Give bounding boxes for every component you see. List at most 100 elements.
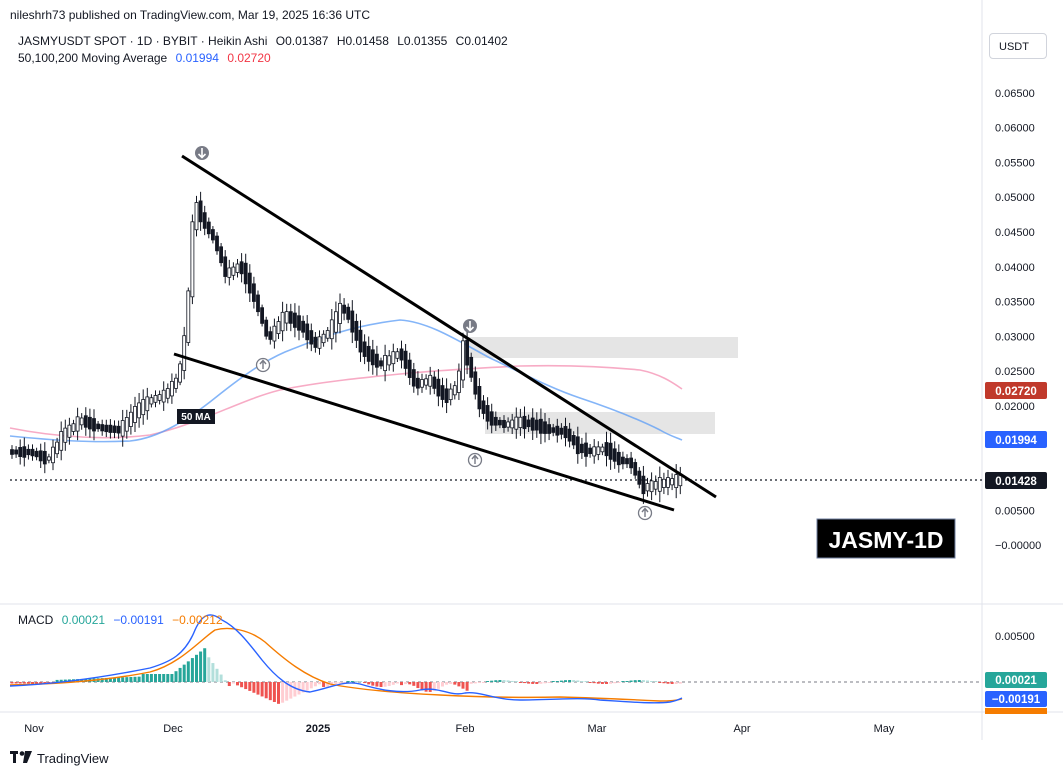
candle-body <box>333 311 338 333</box>
macd-histogram-bar <box>363 682 367 684</box>
footer-branding[interactable]: TradingView <box>10 751 109 766</box>
macd-histogram-bar <box>547 682 551 683</box>
price-axis-tick: 0.03500 <box>995 297 1035 309</box>
candle-body <box>145 396 150 412</box>
macd-histogram-bar <box>461 682 465 689</box>
macd-histogram-bar <box>646 680 649 682</box>
candle-body <box>59 431 64 451</box>
candle-body <box>403 350 408 369</box>
macd-histogram-bar <box>289 682 293 699</box>
macd-histogram-bar <box>182 664 186 682</box>
macd-histogram-bar <box>465 682 469 691</box>
candle-body <box>10 449 14 455</box>
ma200-price-box <box>985 382 1047 399</box>
macd-histogram-bar <box>125 677 129 682</box>
macd-title[interactable]: MACD <box>18 613 54 627</box>
candle-body <box>317 336 322 349</box>
candle-body <box>436 378 441 397</box>
candle-body <box>215 235 219 252</box>
symbol-ohlc-legend: JASMYUSDT SPOT · 1D · BYBIT · Heikin Ash… <box>18 34 508 48</box>
macd-hist-label: 0.00021 <box>995 675 1037 687</box>
macd-histogram-bar <box>477 682 481 683</box>
macd-histogram-bar <box>240 682 244 688</box>
candle-body <box>243 262 248 285</box>
candle-body <box>580 443 584 454</box>
candle-body <box>481 400 486 414</box>
candle-body <box>325 330 330 339</box>
candle-body <box>210 229 215 241</box>
candle-body <box>633 462 638 476</box>
currency-button[interactable]: USDT <box>989 33 1047 59</box>
macd-histogram-bar <box>641 680 645 682</box>
last-price-box <box>985 472 1047 489</box>
macd-histogram-bar <box>395 682 399 684</box>
arrow-up-icon <box>255 357 271 373</box>
macd-histogram-bar <box>588 682 592 683</box>
macd-histogram-bar <box>441 682 444 687</box>
candle-body <box>653 481 658 490</box>
macd-histogram-bar <box>506 680 510 682</box>
macd-histogram-bar <box>195 654 198 682</box>
macd-histogram-bar <box>605 682 608 684</box>
macd-histogram-bar <box>256 682 260 695</box>
macd-histogram-bar <box>26 682 30 684</box>
macd-histogram-bar <box>22 682 26 684</box>
macd-histogram-bar <box>334 682 338 686</box>
macd-histogram-bar <box>326 682 330 687</box>
ma-annotation-label: 50 MA <box>181 412 210 423</box>
close-value: 0.01402 <box>464 34 508 48</box>
candle-body <box>612 448 617 462</box>
macd-histogram-bar <box>572 680 576 682</box>
resistance-zone-upper <box>465 337 738 358</box>
macd-signal-line <box>9 627 683 702</box>
macd-line-box <box>985 691 1047 707</box>
candle-body <box>444 388 449 403</box>
macd-histogram-bar <box>596 682 600 684</box>
candle-body <box>465 339 470 366</box>
macd-histogram-bar <box>514 681 518 682</box>
macd-histogram-bar <box>313 682 317 687</box>
macd-histogram-bar <box>662 682 666 684</box>
candle-body <box>280 311 285 332</box>
macd-histogram-bar <box>55 679 59 682</box>
candle-body <box>133 406 137 423</box>
candle-body <box>395 351 400 359</box>
symbol-label[interactable]: JASMYUSDT SPOT · 1D · BYBIT · Heikin Ash… <box>18 34 268 48</box>
close-label: C <box>455 34 465 48</box>
candle-body <box>584 442 588 457</box>
candle-body <box>116 425 121 434</box>
candle-body <box>604 442 609 457</box>
macd-histogram-bar <box>678 682 682 684</box>
candle-body <box>198 200 203 223</box>
macd-histogram-bar <box>137 676 141 682</box>
macd-histogram-bar <box>383 682 387 687</box>
candle-body <box>629 457 633 469</box>
candle-body <box>379 360 383 367</box>
candle-body <box>63 427 68 443</box>
candle-body <box>92 418 96 432</box>
candle-body <box>678 474 683 487</box>
candle-body <box>637 470 642 485</box>
macd-histogram-bar <box>129 676 133 682</box>
ma200-line <box>9 364 683 439</box>
candle-body <box>358 329 363 353</box>
candle-body <box>235 263 240 273</box>
macd-histogram-bar <box>113 677 116 682</box>
candle-body <box>399 348 404 361</box>
macd-histogram-bar <box>531 682 535 684</box>
macd-histogram-bar <box>404 682 408 685</box>
candle-body <box>128 411 133 427</box>
macd-histogram-bar <box>141 674 145 682</box>
macd-histogram-bar <box>408 682 412 685</box>
candle-body <box>219 246 224 264</box>
candle-body <box>571 435 576 446</box>
candle-body <box>506 421 511 428</box>
candle-body <box>272 325 277 342</box>
ma-title[interactable]: 50,100,200 Moving Average <box>18 51 168 65</box>
arrow-down-icon <box>463 319 477 333</box>
candle-body <box>190 221 195 298</box>
macd-histogram-bar <box>133 676 137 682</box>
published-by-title: nileshrh73 published on TradingView.com,… <box>10 8 370 22</box>
macd-histogram-bar <box>559 680 563 682</box>
